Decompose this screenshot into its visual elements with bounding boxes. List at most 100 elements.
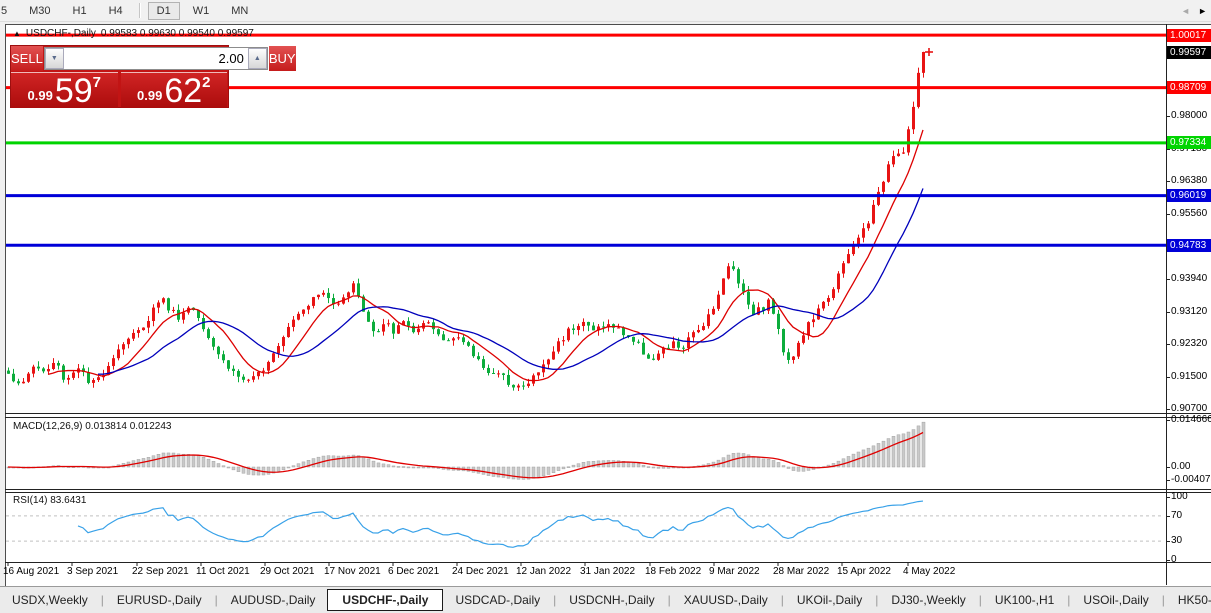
tab-separator: | — [1161, 593, 1165, 607]
tab-item-usdx[interactable]: USDX,Weekly — [12, 593, 88, 607]
price-axis-tick — [1166, 116, 1170, 118]
spinner-down-icon: ▼ — [50, 55, 58, 62]
date-label: 3 Sep 2021 — [67, 566, 119, 577]
volume-increase-button[interactable]: ▲ — [247, 48, 267, 69]
rsi-axis-label: 30 — [1171, 535, 1183, 547]
buy-price-prefix: 0.99 — [137, 88, 163, 103]
tab-separator: | — [667, 593, 671, 607]
up-arrow-icon: ▲ — [13, 28, 21, 38]
macd-indicator-label: MACD(12,26,9) 0.013814 0.012243 — [13, 421, 172, 432]
tab-scroll-right-icon[interactable]: ► — [1198, 6, 1207, 16]
tab-item-xauusd[interactable]: XAUUSD-,Daily — [683, 593, 768, 607]
toolbar-separator — [138, 3, 141, 18]
timeframe-button-mn[interactable]: MN — [231, 4, 249, 17]
date-label: 31 Jan 2022 — [580, 566, 636, 577]
rsi-axis-label: 100 — [1171, 491, 1188, 502]
tab-item-hk50[interactable]: HK50-,I — [1177, 593, 1211, 607]
tab-separator: | — [875, 593, 879, 607]
tab-scroll-controls: ◄ ► — [1181, 6, 1207, 16]
spinner-up-icon: ▲ — [253, 55, 261, 62]
price-badge: 0.99597 — [1167, 45, 1211, 59]
pane-separator[interactable] — [5, 417, 1211, 418]
price-axis-tick — [1166, 181, 1170, 183]
macd-axis-tick — [1166, 419, 1170, 421]
macd-axis-tick — [1166, 467, 1170, 468]
price-axis-label: 0.91500 — [1171, 371, 1208, 382]
price-badge: 0.94783 — [1167, 238, 1211, 252]
pane-separator[interactable] — [5, 489, 1211, 490]
tab-item-audusd[interactable]: AUDUSD-,Daily — [230, 593, 316, 607]
tab-item-usdcnh[interactable]: USDCNH-,Daily — [569, 593, 655, 607]
tab-item-eurusd[interactable]: EURUSD-,Daily — [116, 593, 202, 607]
timeframe-button-partial[interactable]: 5 — [1, 4, 8, 17]
sell-button[interactable]: SELL — [11, 46, 43, 71]
macd-axis-tick — [1166, 480, 1170, 482]
timeframe-toolbar: 5 M30 H1 H4 D1 W1 MN — [0, 0, 1211, 22]
price-axis-tick — [1166, 377, 1170, 378]
pane-separator[interactable] — [5, 413, 1211, 414]
date-label: 16 Aug 2021 — [3, 566, 60, 577]
date-label: 24 Dec 2021 — [452, 566, 509, 577]
rsi-axis-tick — [1166, 560, 1170, 561]
price-axis-tick — [1166, 149, 1170, 151]
tab-item-usdcad[interactable]: USDCAD-,Daily — [455, 593, 541, 607]
volume-control: ▼ ▲ — [43, 47, 268, 70]
price-axis-tick — [1166, 279, 1170, 281]
tab-scroll-left-icon[interactable]: ◄ — [1181, 6, 1191, 16]
macd-axis-label: 0.014666 — [1171, 413, 1211, 425]
timeframe-button-h1[interactable]: H1 — [72, 4, 87, 17]
tab-separator: | — [978, 593, 982, 607]
sell-price-big: 59 — [54, 72, 93, 110]
timeframe-button-m30[interactable]: M30 — [29, 4, 51, 17]
timeframe-button-w1[interactable]: W1 — [192, 4, 210, 17]
price-axis-border — [1166, 24, 1167, 585]
price-axis-label: 0.90700 — [1171, 403, 1208, 415]
tab-item-ukoil[interactable]: UKOil-,Daily — [796, 593, 863, 607]
date-label: 11 Oct 2021 — [196, 566, 250, 577]
date-label: 9 Mar 2022 — [709, 566, 760, 577]
price-axis-tick — [1166, 344, 1170, 346]
pane-separator[interactable] — [5, 492, 1211, 493]
tab-separator: | — [214, 593, 218, 607]
tab-separator: | — [780, 593, 784, 607]
volume-decrease-button[interactable]: ▼ — [44, 48, 64, 69]
price-badge: 1.00017 — [1167, 28, 1211, 42]
rsi-axis-tick — [1166, 515, 1170, 517]
tab-item-uk100[interactable]: UK100-,H1 — [994, 593, 1055, 607]
sell-price-prefix: 0.99 — [27, 88, 53, 103]
timeframe-button-h4[interactable]: H4 — [108, 4, 123, 17]
volume-input[interactable] — [63, 48, 248, 69]
tab-separator: | — [553, 593, 557, 607]
date-label: 28 Mar 2022 — [773, 566, 830, 577]
buy-price-pip: 2 — [202, 74, 211, 91]
macd-axis-label: 0.00 — [1171, 461, 1191, 472]
price-axis-tick — [1166, 311, 1170, 313]
tab-item-usdchf[interactable]: USDCHF-,Daily — [327, 589, 444, 611]
tab-item-dj30[interactable]: DJ30-,Weekly — [891, 593, 966, 607]
price-axis-tick — [1166, 214, 1170, 216]
date-label: 29 Oct 2021 — [260, 566, 315, 577]
timeframe-button-d1[interactable]: D1 — [147, 1, 180, 20]
date-label: 22 Sep 2021 — [132, 566, 189, 577]
sell-price-pip: 7 — [92, 74, 101, 91]
macd-axis-label: -0.004078 — [1171, 474, 1211, 486]
price-axis-tick — [1166, 409, 1170, 411]
buy-price-display[interactable]: 0.99 62 2 — [120, 72, 227, 108]
date-label: 6 Dec 2021 — [388, 566, 440, 577]
date-label: 15 Apr 2022 — [837, 566, 891, 577]
price-badge: 0.96019 — [1167, 189, 1211, 203]
date-label: 18 Feb 2022 — [645, 566, 702, 577]
price-axis-label: 0.93940 — [1171, 273, 1208, 285]
price-axis-label: 0.96380 — [1171, 175, 1208, 187]
chart-title: ▲ USDCHF-,Daily 0.99583 0.99630 0.99540 … — [13, 28, 254, 39]
rsi-axis-tick — [1166, 541, 1170, 543]
tab-item-usoil[interactable]: USOil-,Daily — [1083, 593, 1149, 607]
price-badge: 0.97334 — [1167, 136, 1211, 150]
pane-separator — [5, 562, 1211, 563]
date-label: 12 Jan 2022 — [516, 566, 572, 577]
rsi-axis-tick — [1166, 497, 1170, 498]
tab-separator: | — [100, 593, 104, 607]
sell-price-display[interactable]: 0.99 59 7 — [11, 72, 118, 108]
buy-button[interactable]: BUY — [268, 46, 296, 71]
